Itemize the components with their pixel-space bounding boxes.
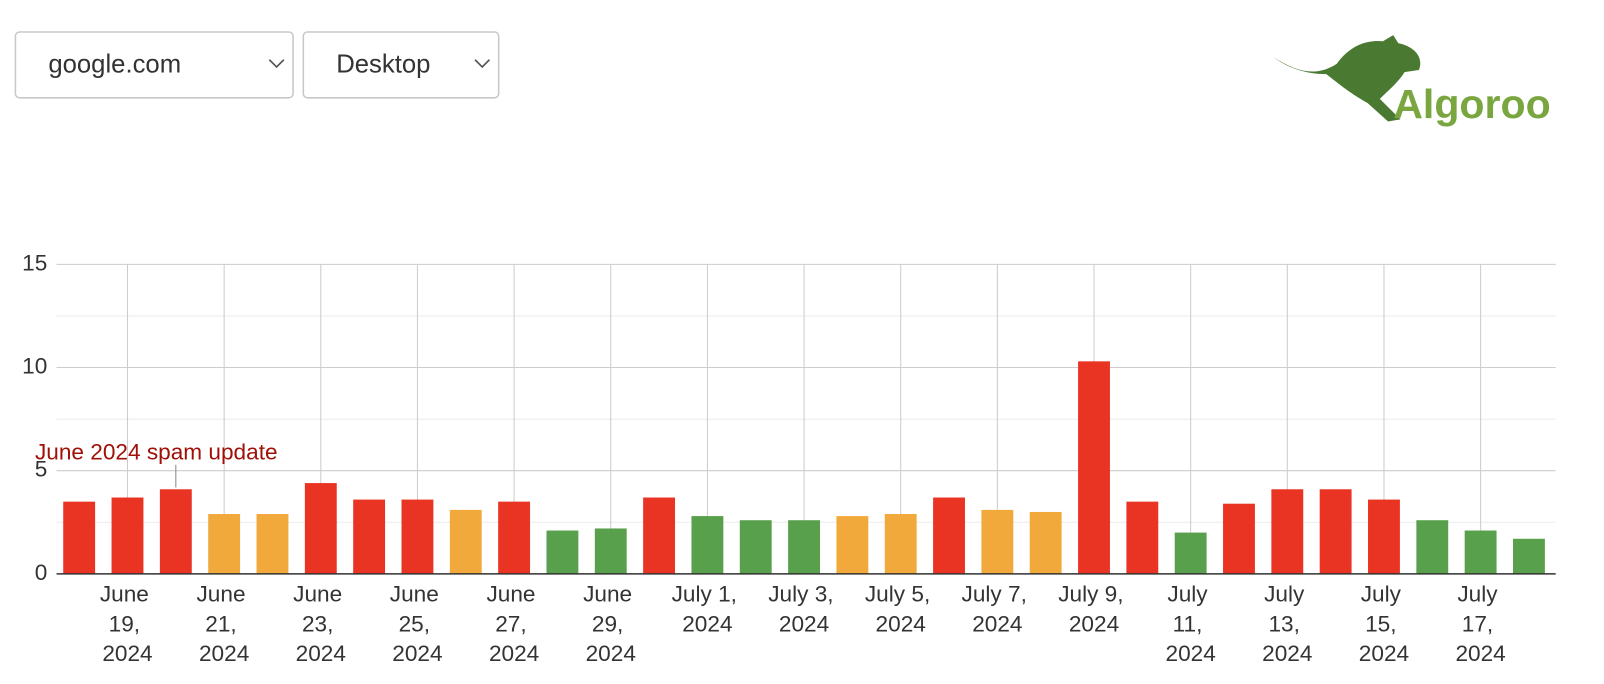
bar: [643, 497, 676, 574]
bar: [1368, 499, 1400, 574]
x-tick-label: July 15, 2024: [1359, 582, 1409, 667]
x-tick-label: June 29, 2024: [583, 582, 638, 667]
bar: [208, 514, 241, 574]
bar: [1223, 503, 1255, 574]
bar: [739, 520, 772, 574]
kangaroo-icon: [1272, 35, 1421, 122]
bar: [1174, 532, 1207, 574]
bar: [884, 514, 917, 574]
bar: [981, 509, 1014, 574]
bar: [353, 499, 386, 574]
bar: [304, 483, 337, 574]
dropdown-value[interactable]: google.com: [48, 51, 181, 79]
bar: [1513, 538, 1545, 574]
bar: [111, 497, 144, 574]
device-dropdown[interactable]: Desktop: [302, 31, 500, 99]
logo[interactable]: Algoroo: [1272, 35, 1551, 127]
bar: [401, 499, 434, 574]
bar: [1126, 501, 1159, 574]
annotation: June 2024 spam update: [35, 440, 278, 465]
chart: 0 5 10 15 June 19, 2024 June 21, 2024 June 23,…: [22, 250, 1556, 666]
bar: [256, 514, 289, 574]
y-tick-label: 5: [35, 457, 48, 482]
x-tick-label: July 17, 2024: [1455, 582, 1505, 667]
bar: [933, 497, 965, 574]
bar: [498, 501, 531, 574]
bar: [1416, 520, 1449, 574]
logo-text: Algoroo: [1393, 81, 1551, 127]
x-tick-label: June 19, 2024: [100, 582, 155, 667]
x-tick-label: June 25, 2024: [390, 582, 445, 667]
bar: [836, 516, 869, 574]
x-tick-label: July 3, 2024: [768, 582, 840, 637]
y-tick-label: 0: [35, 560, 48, 585]
bar: [1078, 361, 1110, 574]
x-tick-label: July 9, 2024: [1058, 582, 1130, 637]
x-tick-label: July 1, 2024: [672, 582, 744, 637]
bar: [594, 528, 627, 574]
bar: [449, 509, 482, 574]
x-tick-label: June 21, 2024: [196, 582, 251, 667]
site-dropdown[interactable]: google.com: [14, 31, 294, 99]
dropdown-value[interactable]: Desktop: [336, 51, 430, 79]
dropdown-box[interactable]: [14, 31, 294, 99]
bar: [788, 520, 820, 574]
y-tick-label: 15: [22, 250, 47, 275]
bar: [63, 501, 96, 574]
x-tick-label: June 27, 2024: [486, 582, 541, 667]
x-tick-label: July 11, 2024: [1166, 582, 1216, 667]
bar: [1029, 511, 1062, 574]
dropdown-box[interactable]: [302, 31, 500, 99]
bar: [691, 516, 724, 574]
y-tick-label: 10: [22, 354, 47, 379]
chevron: [474, 59, 491, 69]
x-tick-label: July 5, 2024: [865, 582, 937, 637]
x-tick-label: July 7, 2024: [962, 582, 1034, 637]
bar: [1464, 530, 1497, 574]
chevron: [268, 59, 285, 69]
bar: [159, 489, 192, 574]
bar: [1271, 489, 1304, 574]
bar: [546, 530, 579, 574]
x-tick-label: June 23, 2024: [293, 582, 348, 667]
bar: [1319, 489, 1352, 574]
x-tick-label: July 13, 2024: [1262, 582, 1312, 667]
